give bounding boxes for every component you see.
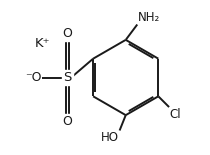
Text: Cl: Cl xyxy=(170,108,181,121)
Text: O: O xyxy=(62,115,72,128)
Text: NH₂: NH₂ xyxy=(138,11,160,24)
Text: ⁻O: ⁻O xyxy=(25,71,41,84)
Text: O: O xyxy=(62,27,72,40)
Text: S: S xyxy=(63,71,72,84)
Text: K⁺: K⁺ xyxy=(35,37,51,50)
Text: HO: HO xyxy=(101,131,119,144)
